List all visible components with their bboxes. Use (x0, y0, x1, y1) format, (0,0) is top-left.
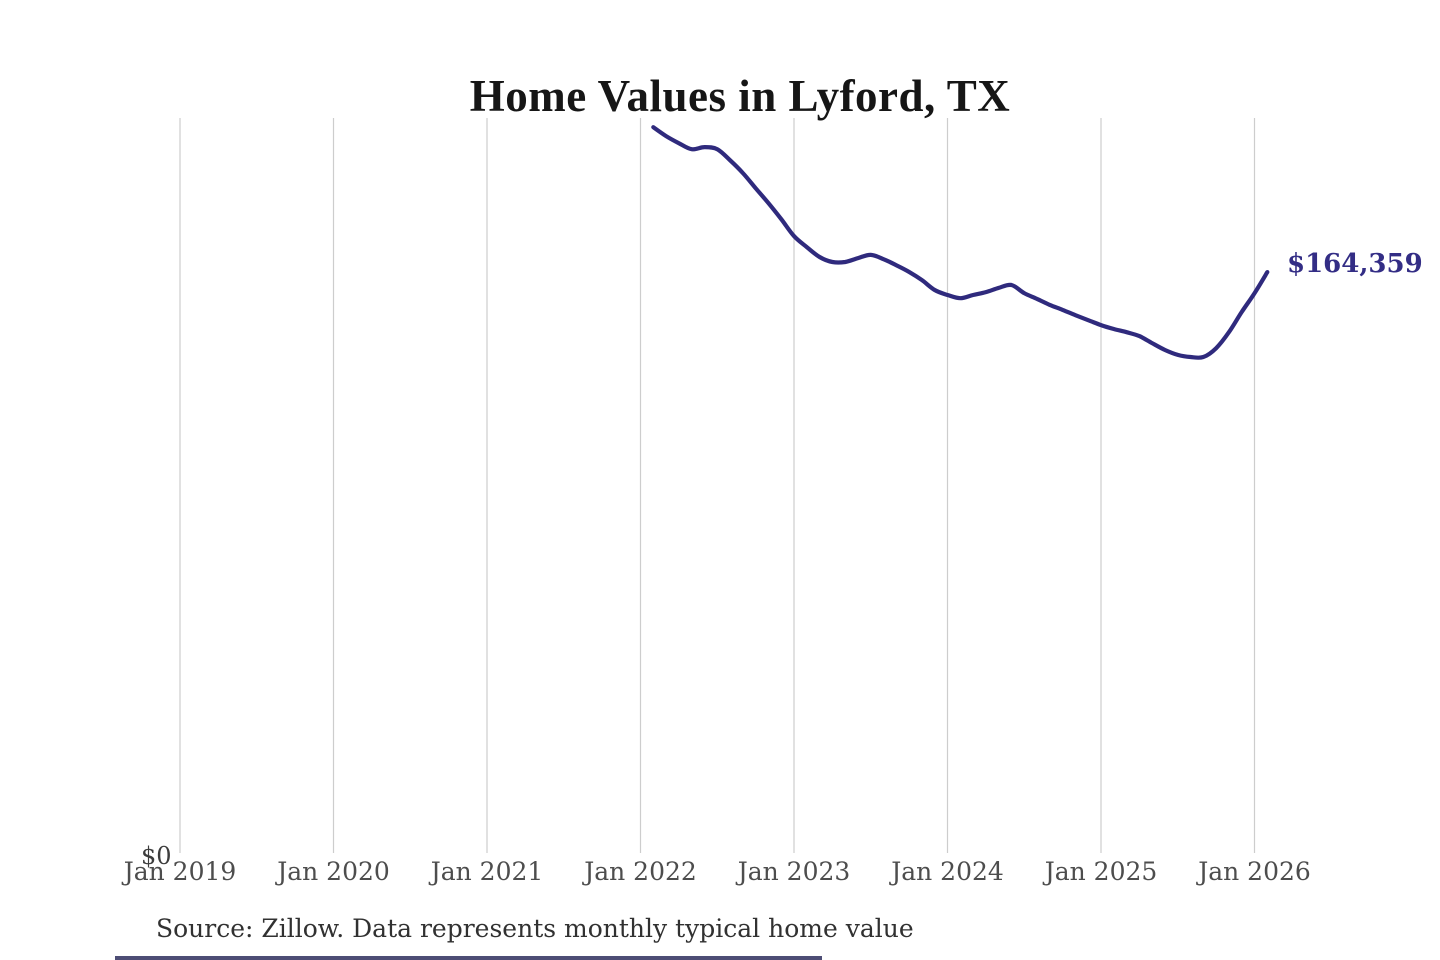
cropped-bottom-element (115, 956, 822, 960)
x-tick-label: Jan 2019 (123, 857, 237, 886)
x-tick-label: Jan 2022 (584, 857, 697, 886)
x-tick-label: Jan 2024 (891, 857, 1004, 886)
x-tick-label: Jan 2026 (1198, 857, 1311, 886)
x-tick-label: Jan 2023 (737, 857, 851, 886)
source-note: Source: Zillow. Data represents monthly … (156, 914, 914, 943)
chart-title: Home Values in Lyford, TX (469, 71, 1011, 122)
x-tick-label: Jan 2021 (430, 857, 544, 886)
vertical-gridlines (179, 118, 1256, 853)
x-tick-label: Jan 2025 (1044, 857, 1158, 886)
home-value-line-series (651, 125, 1270, 360)
x-tick-label: Jan 2020 (277, 857, 390, 886)
current-value-label: $164,359 (1287, 249, 1423, 279)
y-axis-zero-label: $0 (141, 842, 172, 870)
